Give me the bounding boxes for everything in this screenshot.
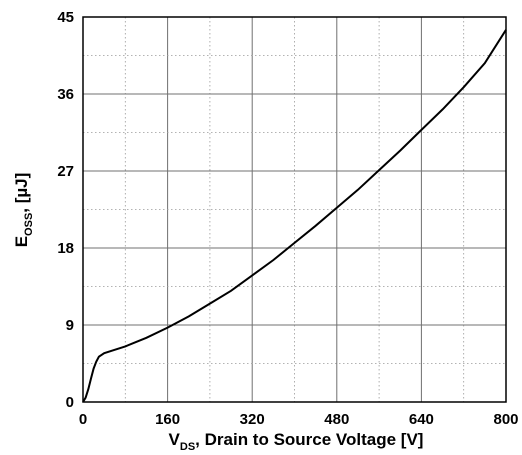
- y-tick-label: 9: [66, 317, 74, 334]
- y-axis-label-main: E: [12, 236, 31, 247]
- y-tick-label: 18: [57, 240, 74, 257]
- y-tick-labels: 0 9 18 27 36 45: [57, 9, 74, 411]
- x-tick-labels: 0 160 320 480 640 800: [79, 411, 519, 428]
- x-axis-label-main: V: [169, 430, 181, 449]
- y-axis-label-rest: , [µJ]: [12, 173, 31, 213]
- y-tick-label: 36: [57, 86, 74, 103]
- x-tick-label: 160: [155, 411, 180, 428]
- grid: [83, 17, 506, 402]
- x-axis-label-sub: DS: [180, 441, 195, 453]
- x-tick-label: 320: [240, 411, 265, 428]
- y-tick-label: 0: [66, 394, 74, 411]
- y-axis-label: EOSS, [µJ]: [12, 173, 35, 248]
- x-tick-label: 480: [324, 411, 349, 428]
- y-tick-label: 27: [57, 163, 74, 180]
- x-axis-label: VDS, Drain to Source Voltage [V]: [169, 430, 424, 453]
- y-tick-label: 45: [57, 9, 74, 26]
- plot-frame: [82, 16, 507, 403]
- y-axis-label-sub: OSS: [23, 213, 35, 236]
- x-tick-label: 640: [409, 411, 434, 428]
- x-axis-label-rest: , Drain to Source Voltage [V]: [195, 430, 423, 449]
- x-tick-label: 0: [79, 411, 87, 428]
- x-tick-label: 800: [493, 411, 518, 428]
- eoss-curve: [82, 29, 507, 403]
